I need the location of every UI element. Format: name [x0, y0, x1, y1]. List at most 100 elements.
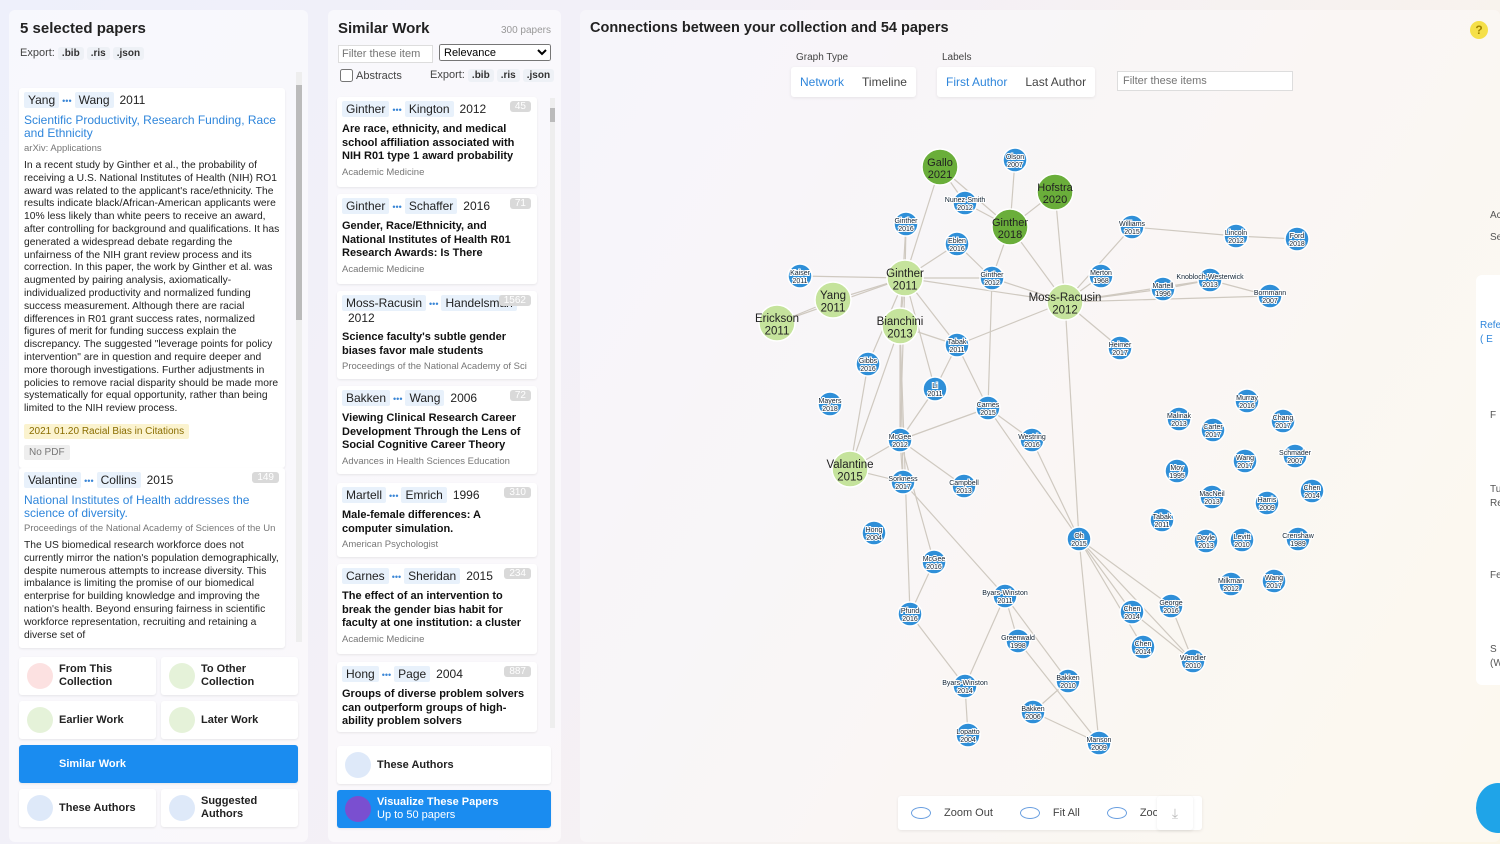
- graph-filter-input[interactable]: [1117, 71, 1293, 91]
- graph-node[interactable]: [1086, 730, 1112, 756]
- graph-node[interactable]: [1107, 335, 1133, 361]
- graph-node[interactable]: [817, 391, 843, 417]
- graph-node[interactable]: [855, 351, 881, 377]
- action-button[interactable]: Earlier Work: [19, 701, 156, 739]
- graph-node[interactable]: [1218, 571, 1244, 597]
- author[interactable]: Collins: [96, 472, 141, 488]
- graph-node[interactable]: [897, 601, 923, 627]
- graph-node[interactable]: [1254, 490, 1280, 516]
- graph-node[interactable]: [1200, 417, 1226, 443]
- action-button[interactable]: To Other Collection: [161, 657, 298, 695]
- export-format[interactable]: .ris: [86, 47, 110, 60]
- graph-node[interactable]: [1149, 507, 1175, 533]
- paper-title[interactable]: Scientific Productivity, Research Fundin…: [24, 113, 276, 140]
- action-button[interactable]: These Authors: [19, 789, 156, 827]
- author[interactable]: Emrich: [401, 487, 447, 503]
- graph-node[interactable]: [893, 211, 919, 237]
- graph-node[interactable]: [979, 265, 1005, 291]
- abstracts-toggle[interactable]: Abstracts: [340, 69, 402, 82]
- author[interactable]: Schaffer: [404, 198, 458, 214]
- paper-card[interactable]: 149 Valantine ••• Collins 2015 National Insti…: [19, 468, 285, 648]
- graph-node[interactable]: [944, 332, 970, 358]
- paper-card[interactable]: 72 Bakken ••• Wang 2006 Viewing Clinical Rese…: [337, 386, 537, 474]
- graph-node[interactable]: [1180, 648, 1206, 674]
- paper-card[interactable]: 887 Hong ••• Page 2004 Groups of diverse prob…: [337, 662, 537, 732]
- graph-node[interactable]: [1119, 214, 1145, 240]
- export-format[interactable]: .json: [522, 69, 555, 82]
- graph-node[interactable]: [1020, 699, 1046, 725]
- paper-card[interactable]: 310 Martell ••• Emrich 1996 Male-female diffe…: [337, 483, 537, 557]
- zoom-button[interactable]: Fit All: [1011, 807, 1098, 819]
- graph-node[interactable]: [1197, 267, 1223, 293]
- graph-type-option[interactable]: Network: [800, 75, 845, 89]
- graph-node[interactable]: [1223, 223, 1249, 249]
- author[interactable]: Wang: [405, 390, 445, 406]
- graph-node[interactable]: [955, 722, 981, 748]
- graph-node[interactable]: [1229, 527, 1255, 553]
- graph-node[interactable]: [992, 583, 1018, 609]
- graph-node[interactable]: [975, 395, 1001, 421]
- graph-node[interactable]: [1088, 263, 1114, 289]
- visualize-button[interactable]: Visualize These Papers Up to 50 papers: [337, 790, 551, 828]
- author[interactable]: Carnes: [342, 568, 389, 584]
- author[interactable]: Handelsman: [441, 295, 517, 311]
- graph-node[interactable]: [952, 673, 978, 699]
- graph-node[interactable]: [1232, 448, 1258, 474]
- author[interactable]: Kington: [404, 101, 454, 117]
- graph-node[interactable]: [881, 307, 919, 345]
- graph-node[interactable]: [1036, 173, 1074, 211]
- abstracts-checkbox[interactable]: [340, 69, 353, 82]
- graph-type-option[interactable]: Timeline: [862, 75, 907, 89]
- graph-node[interactable]: [1234, 388, 1260, 414]
- graph-node[interactable]: [944, 231, 970, 257]
- graph-node[interactable]: [1299, 478, 1325, 504]
- graph-node[interactable]: [1002, 147, 1028, 173]
- action-button[interactable]: From This Collection: [19, 657, 156, 695]
- graph-node[interactable]: [921, 549, 947, 575]
- graph-node[interactable]: [1257, 283, 1283, 309]
- paper-card[interactable]: 45 Ginther ••• Kington 2012 Are race, ethnici…: [337, 97, 537, 187]
- export-format[interactable]: .ris: [496, 69, 520, 82]
- graph-node[interactable]: [861, 520, 887, 546]
- graph-node[interactable]: [922, 376, 948, 402]
- graph-node[interactable]: [1150, 276, 1176, 302]
- author[interactable]: Hong: [342, 666, 379, 682]
- graph-node[interactable]: [758, 304, 796, 342]
- graph-node[interactable]: [1261, 568, 1287, 594]
- paper-card[interactable]: 1562 Moss-Racusin ••• Handelsman 2012 Science…: [337, 291, 537, 379]
- graph-node[interactable]: [1164, 458, 1190, 484]
- graph-node[interactable]: [887, 427, 913, 453]
- author[interactable]: Ginther: [342, 101, 390, 117]
- authors-button[interactable]: These Authors: [337, 746, 551, 784]
- graph-node[interactable]: [1270, 408, 1296, 434]
- graph-node[interactable]: [1166, 406, 1192, 432]
- graph-node[interactable]: [1130, 634, 1156, 660]
- graph-node[interactable]: [1119, 599, 1145, 625]
- author[interactable]: Wang: [74, 92, 114, 108]
- graph-node[interactable]: [1046, 283, 1084, 321]
- label-option[interactable]: Last Author: [1025, 75, 1087, 89]
- author[interactable]: Page: [394, 666, 431, 682]
- download-button[interactable]: ⤓: [1157, 796, 1193, 830]
- paper-title[interactable]: National Institutes of Health addresses …: [24, 493, 250, 520]
- graph-node[interactable]: [890, 469, 916, 495]
- label-option[interactable]: First Author: [946, 75, 1008, 89]
- action-button[interactable]: Later Work: [161, 701, 298, 739]
- sort-select[interactable]: Relevance: [439, 44, 551, 61]
- chat-bubble[interactable]: [1476, 783, 1500, 833]
- export-format[interactable]: .bib: [467, 69, 494, 82]
- export-format[interactable]: .bib: [57, 47, 84, 60]
- author[interactable]: Martell: [342, 487, 387, 503]
- graph-node[interactable]: [1199, 484, 1225, 510]
- graph-node[interactable]: [886, 259, 924, 297]
- author[interactable]: Sheridan: [404, 568, 461, 584]
- graph-node[interactable]: [1193, 528, 1219, 554]
- paper-card[interactable]: Yang ••• Wang 2011 Scientific Productivity, …: [19, 88, 285, 468]
- author[interactable]: Ginther: [342, 198, 390, 214]
- graph-node[interactable]: [1285, 526, 1311, 552]
- graph-node[interactable]: [921, 148, 959, 186]
- graph-node[interactable]: [1066, 526, 1092, 552]
- help-button[interactable]: ?: [1470, 21, 1488, 39]
- graph-node[interactable]: [831, 450, 869, 488]
- action-button[interactable]: Similar Work: [19, 745, 298, 783]
